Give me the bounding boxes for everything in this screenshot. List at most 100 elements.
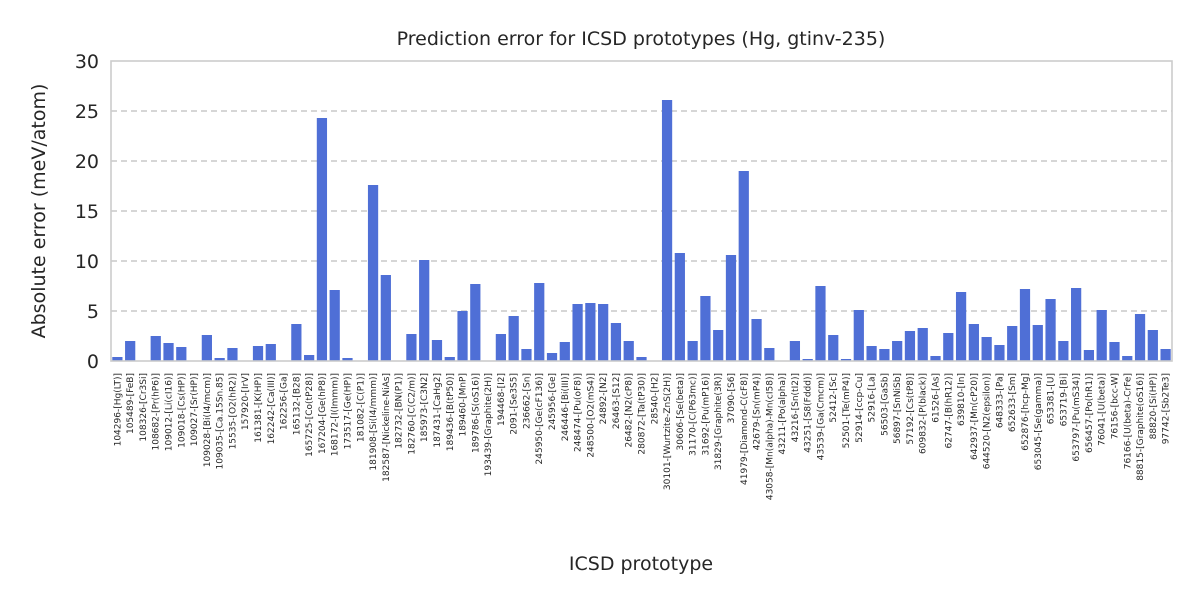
bar [457, 311, 468, 361]
bar [955, 292, 967, 361]
bar [789, 341, 801, 361]
bar [674, 253, 685, 361]
x-tick-label: 76041-[U(beta)] [1098, 373, 1108, 446]
bar [1160, 349, 1171, 361]
x-tick-label: 653719-[Bi] [1059, 373, 1069, 426]
bar [930, 356, 941, 361]
x-tick-label: 52412-[Sc] [829, 373, 839, 423]
bar [1071, 288, 1082, 361]
bar [904, 331, 916, 361]
y-tick-label: 5 [87, 301, 99, 323]
bar [304, 355, 315, 361]
bar [508, 316, 519, 361]
x-tick-label: 57192-[Cs(tP8)] [906, 373, 916, 445]
x-tick-label: 248474-[Pu(oF8)] [574, 373, 584, 452]
x-tick-label: 182587-[Nickeline-NiAs] [382, 373, 392, 482]
x-tick-label: 194468-[I2] [497, 373, 507, 426]
x-tick-label: 108326-[Cr3Si] [139, 373, 149, 442]
x-tick-label: 104296-[Hg(LT)] [113, 373, 123, 446]
bar [700, 296, 711, 361]
bar [316, 118, 328, 361]
bar [828, 335, 839, 361]
bar [252, 346, 264, 361]
chart-title: Prediction error for ICSD prototypes (Hg… [397, 28, 886, 50]
x-tick-label: 173517-[Ge(HP)] [343, 373, 353, 449]
x-tick-label: 167204-[Ge(hP8)] [318, 373, 328, 454]
bar [406, 334, 417, 361]
x-tick-label: 639810-[In] [957, 373, 967, 426]
x-tick-label: 109012-[Li(cI16)] [165, 373, 175, 451]
x-tick-label: 109028-[Bi(I4/mcm)] [203, 373, 213, 467]
bar [892, 341, 903, 361]
x-tick-label: 248500-[O2(mS4)] [586, 373, 596, 458]
bar [713, 330, 724, 361]
x-tick-label: 161381-[K(HP)] [254, 373, 264, 443]
bar [1058, 341, 1069, 361]
bar [1007, 326, 1018, 361]
bar [751, 319, 762, 361]
x-tick-label: 642937-[Mn(cP20)] [970, 373, 980, 460]
x-tick-label: 653797-[Pu(mS34)] [1072, 373, 1082, 462]
x-tick-label: 31829-[Graphite(3R)] [714, 373, 724, 470]
bar [112, 357, 123, 361]
bar [470, 284, 481, 361]
x-tick-label: 656457-[Po(hR1)] [1085, 373, 1095, 453]
y-tick-label: 20 [75, 151, 99, 173]
bar [1032, 325, 1043, 361]
bar [342, 358, 353, 361]
bar [1019, 289, 1031, 361]
x-tick-label: 88815-[Graphite(oS16)] [1136, 373, 1146, 481]
x-tick-label: 653045-[Se(gamma)] [1034, 373, 1044, 470]
x-tick-label: 52914-[ccp-Cu] [855, 373, 865, 443]
x-tick-label: 52501-[Te(mP4)] [842, 373, 852, 448]
bar [201, 335, 212, 361]
x-tick-label: 245950-[Ge(cF136)] [535, 373, 545, 464]
bar [419, 260, 430, 361]
x-tick-label: 43216-[Sn(tI2)] [791, 373, 801, 442]
bar [572, 304, 583, 361]
x-tick-label: 109027-[Sr(HP)] [190, 373, 200, 446]
x-tick-label: 26482-[N2(cP8)] [625, 373, 635, 447]
bar [431, 340, 443, 361]
x-tick-label: 76166-[U(beta)-CrFe] [1123, 373, 1133, 469]
bar [150, 336, 161, 361]
bar [380, 275, 391, 361]
x-tick-label: 609832-[P(black)] [919, 373, 929, 454]
bar [291, 324, 302, 361]
bar [495, 334, 506, 361]
bar [815, 286, 826, 361]
x-tick-label: 105489-[FeB] [126, 373, 136, 434]
x-tick-label: 88820-[Si(HP)] [1149, 373, 1159, 439]
x-tick-label: 41979-[Diamond-C(cF8)] [740, 373, 750, 485]
bar [879, 349, 890, 361]
x-tick-label: 245956-[Ge] [548, 373, 558, 430]
bar [764, 348, 775, 361]
x-axis-label: ICSD prototype [569, 553, 713, 575]
x-tick-label: 56897-[SnNiSb] [893, 373, 903, 444]
x-tick-label: 62747-[B(hR12)] [944, 373, 954, 449]
x-tick-label: 2091-[Se3S5] [510, 373, 520, 435]
x-tick-label: 56503-[GaSb] [880, 373, 890, 436]
x-tick-label: 162256-[Ga] [280, 373, 290, 430]
bar [661, 100, 673, 361]
bar [1096, 310, 1107, 361]
bar [546, 353, 558, 361]
x-tick-label: 43251-[S8(Fddd)] [804, 373, 814, 453]
bar [176, 347, 187, 361]
bar [585, 303, 596, 361]
x-tick-label: 37090-[S6] [727, 373, 737, 423]
bar [866, 346, 877, 361]
gridlines [111, 110, 1172, 312]
bar [994, 345, 1005, 361]
bar [125, 341, 136, 361]
x-tick-label: 30606-[Se(beta)] [676, 373, 686, 450]
bar [1122, 356, 1133, 361]
x-tick-label: 15535-[O2(hR2)] [228, 373, 238, 449]
x-tick-label: 42679-[Sn(mP4)] [753, 373, 763, 450]
x-tick-label: 162242-[Ca(III)] [267, 373, 277, 444]
x-tick-label: 652633-[Sm] [1008, 373, 1018, 432]
x-tick-label: 189786-[S(oS16)] [471, 373, 481, 453]
x-tick-label: 43211-[Po(alpha)] [778, 373, 788, 454]
x-tick-label: 644520-[N2(epsilon)] [983, 373, 993, 469]
